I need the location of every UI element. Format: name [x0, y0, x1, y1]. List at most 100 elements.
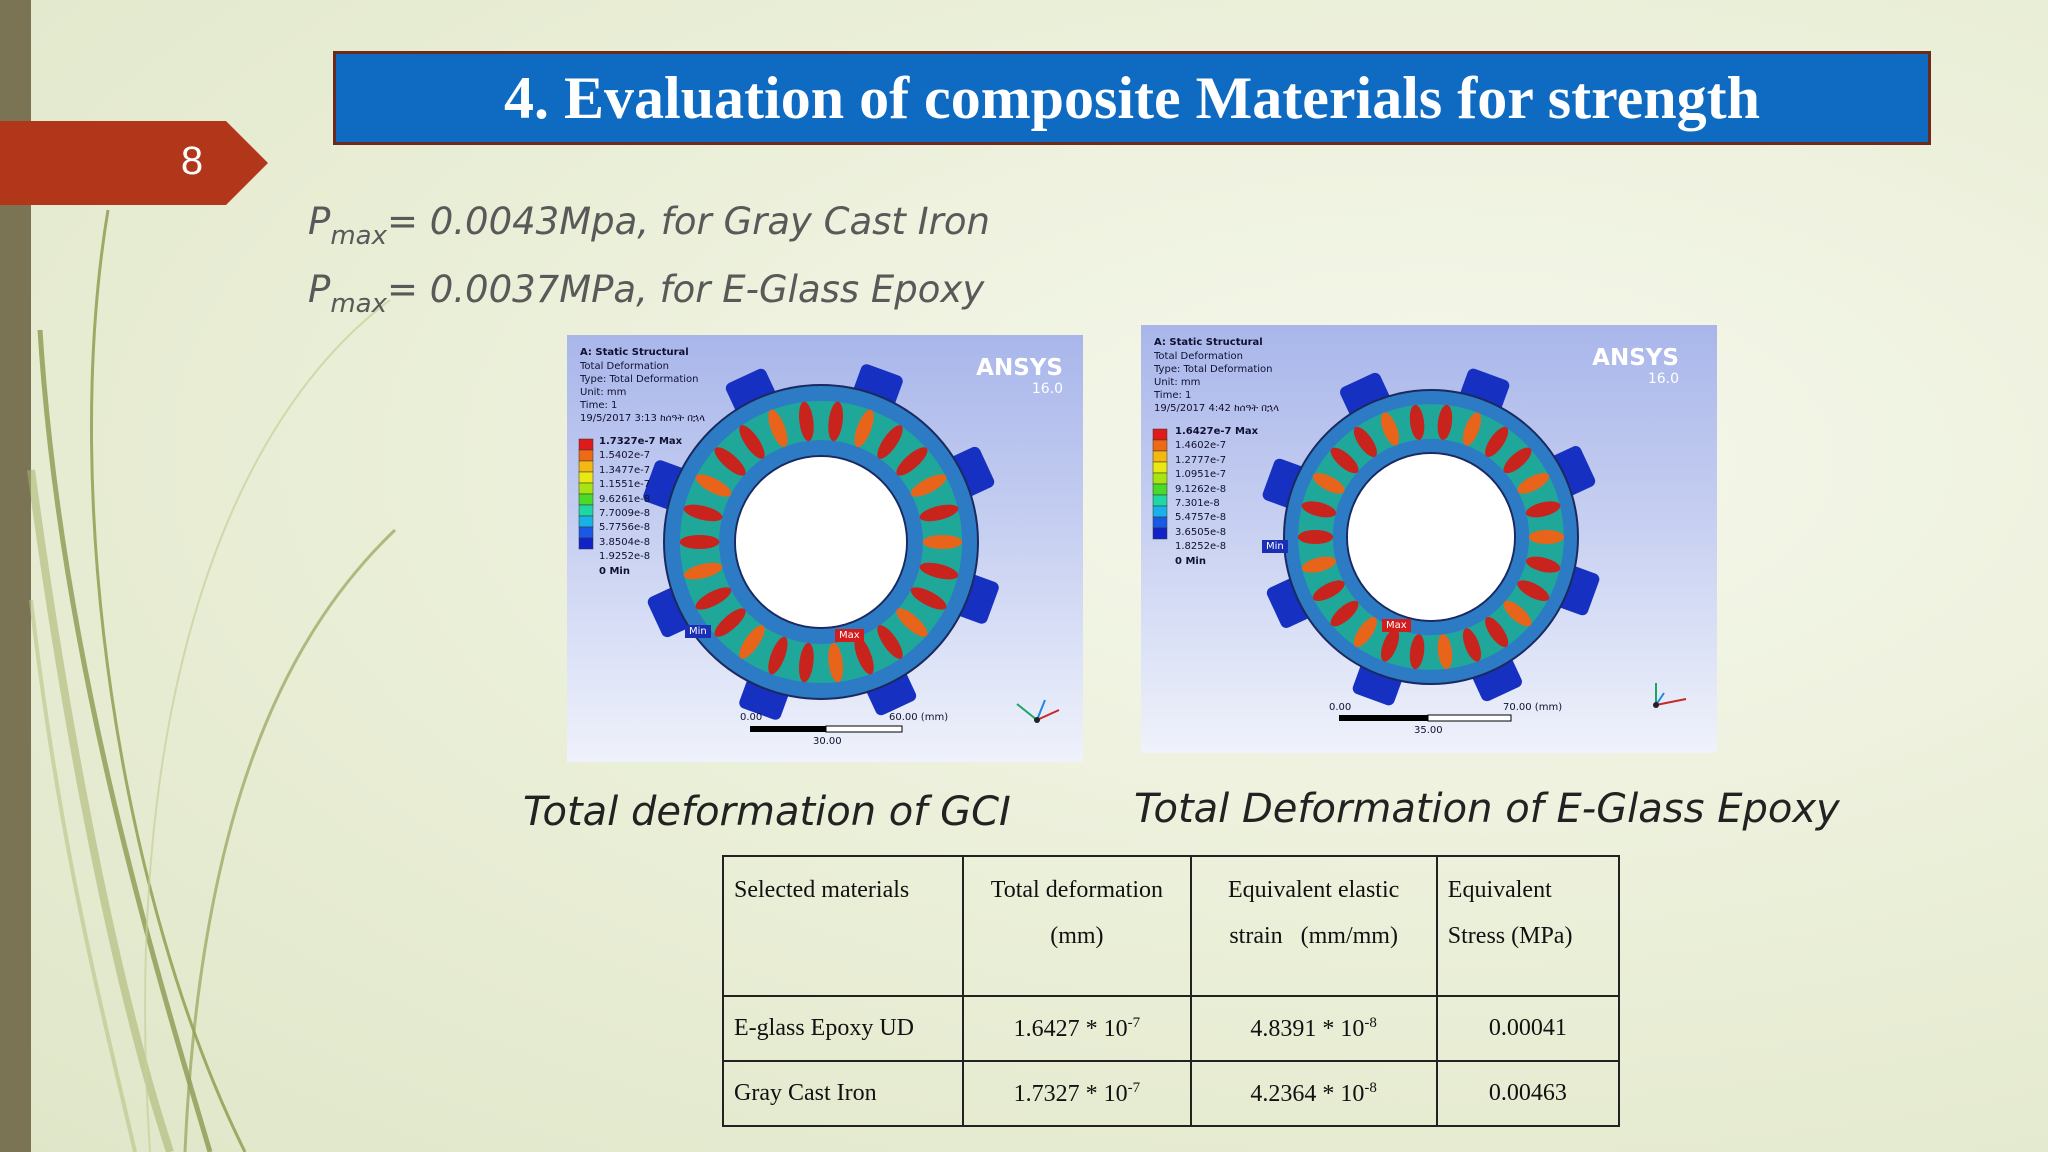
ring-segment — [683, 504, 723, 522]
ring-segment — [1301, 556, 1337, 573]
ring-segment — [919, 562, 959, 580]
ring-hole — [736, 457, 906, 627]
ring-segment — [1437, 634, 1453, 670]
ring-segment — [877, 425, 903, 459]
scale-mid: 35.00 — [1414, 725, 1443, 736]
ring-inner-edge — [734, 455, 908, 629]
sim-title: A: Static Structural — [580, 347, 689, 358]
axis-triad-icon — [1653, 683, 1687, 708]
legend-swatch — [578, 449, 594, 462]
legend-swatch — [1152, 428, 1168, 441]
ring-segment — [695, 587, 732, 610]
ring-segment — [1353, 426, 1377, 457]
ring-segment — [1462, 628, 1482, 662]
legend-swatch — [1152, 516, 1168, 529]
ring-segment — [1485, 426, 1509, 457]
ring-segment — [1525, 556, 1561, 573]
deformation-plot-eglass — [1152, 368, 1687, 722]
legend-swatch — [578, 438, 594, 451]
ring-segment — [1330, 600, 1359, 627]
ring-segment — [1380, 412, 1400, 446]
ring-segment — [1330, 447, 1359, 474]
ansys-version: 16.0 — [1647, 371, 1679, 387]
axis-triad-icon — [1016, 699, 1060, 723]
simulation-image-gci: A: Static Structural Total Deformation T… — [567, 335, 1083, 762]
ring-segment — [768, 636, 788, 675]
legend-swatch — [578, 482, 594, 495]
slide-title: 4. Evaluation of composite Materials for… — [504, 64, 1760, 131]
ring-segment — [1517, 580, 1550, 601]
ring-segment — [1409, 634, 1425, 670]
ring-outer-edge — [1283, 389, 1579, 685]
ring-segment — [896, 447, 928, 476]
legend-values: 1.6427e-7 Max 1.4602e-7 1.2777e-7 1.0951e-7… — [1175, 426, 1259, 567]
ring-segment — [1528, 530, 1565, 544]
ring-segment — [919, 504, 959, 522]
max-marker: Max — [1382, 619, 1411, 632]
legend-swatch — [578, 537, 594, 550]
ring-segment — [1485, 617, 1509, 648]
ring-segment — [1503, 600, 1532, 627]
ring-segment — [1297, 530, 1334, 544]
legend-swatch — [1152, 439, 1168, 452]
sim-meta: Total Deformation Type: Total Deformatio… — [1154, 351, 1280, 414]
slide-number-tab — [0, 121, 268, 205]
legend-swatch — [578, 471, 594, 484]
caption-gci: Total deformation of GCI — [523, 789, 1011, 835]
legend-swatch — [1152, 483, 1168, 496]
pressure-line-gci: Pmax= 0.0043Mpa, for Gray Cast Iron — [308, 200, 990, 251]
legend-swatch — [1152, 527, 1168, 540]
ring-segment — [922, 535, 963, 549]
ring-segment — [1380, 628, 1400, 662]
ansys-logo: ANSYS — [1592, 345, 1679, 371]
min-marker: Min — [1262, 540, 1288, 553]
max-marker: Max — [835, 629, 864, 642]
ring-segment — [1312, 580, 1345, 601]
legend-values: 1.7327e-7 Max 1.5402e-7 1.3477e-7 1.1551e-7… — [599, 436, 683, 577]
ansys-logo: ANSYS — [976, 355, 1063, 381]
scale-right: 70.00 (mm) — [1503, 702, 1563, 713]
slide-number: 8 — [180, 139, 204, 183]
ring-segment — [739, 625, 765, 659]
ring-segment — [896, 608, 928, 637]
legend-swatch — [1152, 461, 1168, 474]
ring-segment — [768, 409, 788, 448]
caption-eglass: Total Deformation of E-Glass Epoxy — [1134, 786, 1840, 832]
table-row: Gray Cast Iron 1.7327 * 10-7 4.2364 * 10… — [721, 1060, 1621, 1127]
table-row: E-glass Epoxy UD 1.6427 * 10-7 4.8391 * … — [721, 995, 1621, 1062]
ring-segment — [1462, 412, 1482, 446]
sim-meta: Total Deformation Type: Total Deformatio… — [580, 361, 706, 424]
results-table: Selected materials Total deformation (mm)… — [721, 855, 1621, 1127]
ansys-version: 16.0 — [1031, 381, 1063, 397]
ring-segment — [799, 401, 814, 442]
ring-segment — [910, 474, 947, 497]
legend-swatch — [1152, 494, 1168, 507]
legend-swatch — [578, 526, 594, 539]
scale-right: 60.00 (mm) — [889, 712, 949, 723]
scale-left: 0.00 — [740, 712, 763, 723]
ring-segment — [1503, 447, 1532, 474]
ring-segment — [1525, 501, 1561, 518]
scale-left: 0.00 — [1329, 702, 1352, 713]
scale-mid: 30.00 — [813, 736, 842, 747]
legend-swatch — [1152, 472, 1168, 485]
legend-swatch — [1152, 450, 1168, 463]
ring-segment — [683, 562, 723, 580]
ring-segment — [1409, 404, 1425, 440]
header-materials: Selected materials — [721, 855, 965, 997]
ring-segment — [828, 642, 843, 683]
ring-segment — [739, 425, 765, 459]
table-header-row: Selected materials Total deformation (mm)… — [721, 855, 1621, 997]
legend-swatch — [578, 515, 594, 528]
legend-swatch — [1152, 505, 1168, 518]
ring-segment — [695, 474, 732, 497]
ring-segment — [714, 447, 746, 476]
header-deformation: Total deformation (mm) — [962, 855, 1192, 997]
ring-segment — [714, 608, 746, 637]
sim-title: A: Static Structural — [1154, 337, 1263, 348]
legend-swatch — [578, 504, 594, 517]
ring-segment — [854, 636, 874, 675]
legend-swatch — [578, 460, 594, 473]
ring-segment — [854, 409, 874, 448]
ring-segment — [1353, 617, 1377, 648]
